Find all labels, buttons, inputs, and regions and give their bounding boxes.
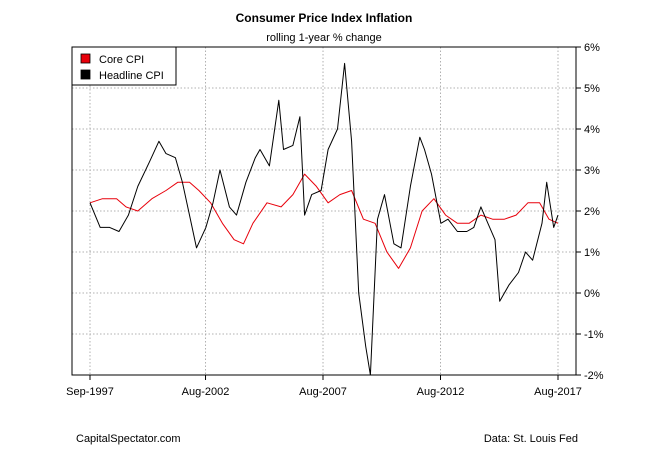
chart-title: Consumer Price Index Inflation — [236, 11, 413, 25]
chart-subtitle: rolling 1-year % change — [266, 32, 382, 44]
legend-label-core-cpi: Core CPI — [99, 54, 144, 66]
y-tick-label: 1% — [584, 247, 600, 259]
grid-lines — [72, 46, 576, 376]
footer-data-source: Data: St. Louis Fed — [484, 433, 578, 445]
legend: Core CPI Headline CPI — [71, 46, 177, 86]
y-tick-label: 0% — [584, 288, 600, 300]
x-tick-label: Aug-2012 — [417, 386, 465, 398]
y-tick-label: 4% — [584, 124, 600, 136]
legend-label-headline-cpi: Headline CPI — [99, 70, 164, 82]
x-tick-label: Aug-2017 — [534, 386, 582, 398]
x-tick-label: Sep-1997 — [66, 386, 114, 398]
plot-frame — [71, 46, 577, 376]
y-tick-label: -2% — [584, 370, 604, 382]
series-lines — [89, 62, 559, 376]
x-tick-label: Aug-2007 — [299, 386, 347, 398]
y-tick-label: 2% — [584, 206, 600, 218]
series-line-core-cpi — [89, 173, 559, 269]
legend-swatch-headline-cpi — [80, 69, 91, 80]
y-tick-label: 6% — [584, 42, 600, 54]
y-tick-label: -1% — [584, 329, 604, 341]
footer-source-site: CapitalSpectator.com — [76, 433, 181, 445]
legend-swatch-core-cpi — [80, 53, 91, 64]
axes: -2% -1% 0% 1% 2% 3% 4% 5% 6% Sep-1997 Aug-2002 Aug-… — [66, 42, 604, 398]
series-line-headline-cpi — [89, 62, 559, 376]
x-tick-label: Aug-2002 — [182, 386, 230, 398]
y-tick-label: 5% — [584, 83, 600, 95]
y-tick-label: 3% — [584, 165, 600, 177]
